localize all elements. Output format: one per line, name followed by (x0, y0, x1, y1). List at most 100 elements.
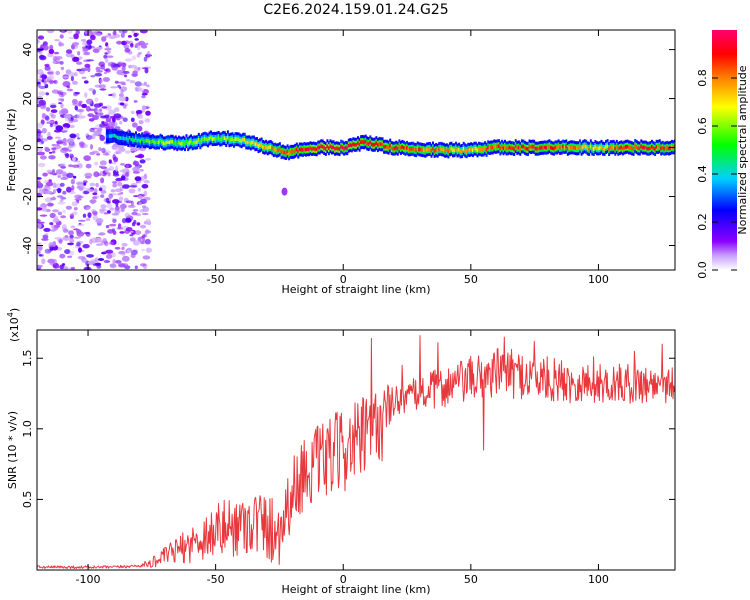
ridge-core (476, 148, 479, 153)
ridge-core (263, 145, 266, 150)
noise-blob (141, 105, 147, 111)
noise-blob (125, 79, 131, 82)
noise-blob (59, 61, 64, 65)
noise-blob (37, 147, 43, 152)
noise-blob (84, 172, 93, 178)
noise-blob (120, 89, 124, 94)
snr-frame (36, 329, 676, 571)
ridge-core (569, 145, 572, 150)
noise-blob (52, 258, 57, 265)
noise-blob (141, 184, 149, 189)
ridge-core (458, 147, 461, 152)
ridge-core (525, 146, 528, 151)
ridge-core (167, 140, 170, 144)
ridge-core (396, 146, 399, 151)
ridge-core (243, 138, 246, 142)
snr-x-axis-label: Height of straight line (km) (281, 583, 430, 596)
ridge-core (419, 147, 422, 152)
noise-blob (139, 30, 148, 34)
ridge-core (390, 146, 393, 150)
noise-blob (117, 181, 123, 187)
noise-blob (121, 66, 126, 72)
noise-blob (141, 67, 149, 70)
noise-blob (125, 217, 132, 223)
ridge-core (257, 144, 260, 148)
ridge-core (433, 149, 436, 153)
noise-blob (62, 137, 67, 144)
ridge-core (511, 146, 514, 150)
ridge-core (412, 147, 415, 151)
ridge-core (663, 146, 666, 151)
x-tick-label: -100 (76, 273, 101, 286)
noise-blob (37, 207, 43, 211)
noise-blob (60, 102, 64, 109)
noise-blob (46, 202, 54, 207)
noise-blob (76, 114, 83, 120)
ridge-core (180, 141, 183, 146)
noise-blob (83, 232, 91, 235)
noise-blob (124, 229, 130, 234)
ridge-core (265, 145, 268, 149)
noise-blob (134, 81, 142, 87)
noise-blob (73, 33, 79, 40)
noise-blob (112, 173, 120, 177)
ridge-core (380, 142, 382, 147)
snr-series-line (37, 335, 675, 570)
noise-blob (48, 151, 53, 154)
ridge-core (311, 147, 314, 151)
ridge-core (583, 144, 586, 148)
ridge-core (115, 134, 118, 138)
ridge-core (479, 147, 482, 151)
ridge-core (635, 145, 638, 149)
noise-blob (124, 40, 130, 45)
noise-blob (72, 156, 76, 162)
ridge-core (240, 139, 243, 143)
noise-blob (109, 223, 117, 227)
ridge-core (383, 145, 386, 149)
noise-blob (74, 105, 79, 111)
noise-blob (40, 155, 47, 160)
ridge-core (614, 146, 617, 151)
noise-blob (112, 219, 117, 223)
ridge-core (298, 147, 301, 152)
noise-blob (144, 68, 149, 74)
noise-blob (51, 147, 57, 151)
y-tick-label: -40 (21, 237, 34, 255)
ridge-core (176, 142, 179, 146)
ridge-core (654, 147, 657, 151)
noise-blob (122, 30, 128, 34)
noise-blob (96, 46, 103, 50)
noise-blob (126, 164, 129, 168)
ridge-core (107, 134, 110, 139)
noise-blob (144, 238, 151, 245)
snr-y-scale-suffix: ) (8, 308, 21, 312)
noise-blob (125, 200, 133, 204)
noise-blob (143, 56, 148, 62)
ridge-core (162, 141, 165, 146)
x-tick-label: -50 (207, 273, 225, 286)
ridge-core (566, 147, 569, 151)
ridge-core (582, 145, 585, 149)
noise-blob (124, 212, 131, 219)
ridge-core (217, 136, 220, 140)
artifact-blob (281, 187, 288, 196)
ridge-core (386, 145, 389, 149)
noise-blob (98, 165, 103, 168)
ridge-core (233, 139, 235, 143)
noise-blob (75, 181, 84, 185)
noise-blob (121, 255, 130, 262)
noise-blob (56, 195, 64, 198)
noise-blob (134, 230, 142, 236)
ridge-core (124, 137, 127, 141)
ridge-core (301, 148, 304, 152)
y-tick-label: 0.5 (21, 491, 34, 509)
ridge-core (625, 145, 627, 149)
ridge-core (413, 148, 416, 152)
noise-blob (108, 35, 116, 40)
ridge-core (474, 146, 477, 151)
noise-blob (130, 147, 138, 152)
noise-blob (124, 47, 130, 53)
noise-blob (37, 151, 45, 156)
noise-blob (78, 247, 82, 253)
ridge-core (406, 146, 408, 150)
